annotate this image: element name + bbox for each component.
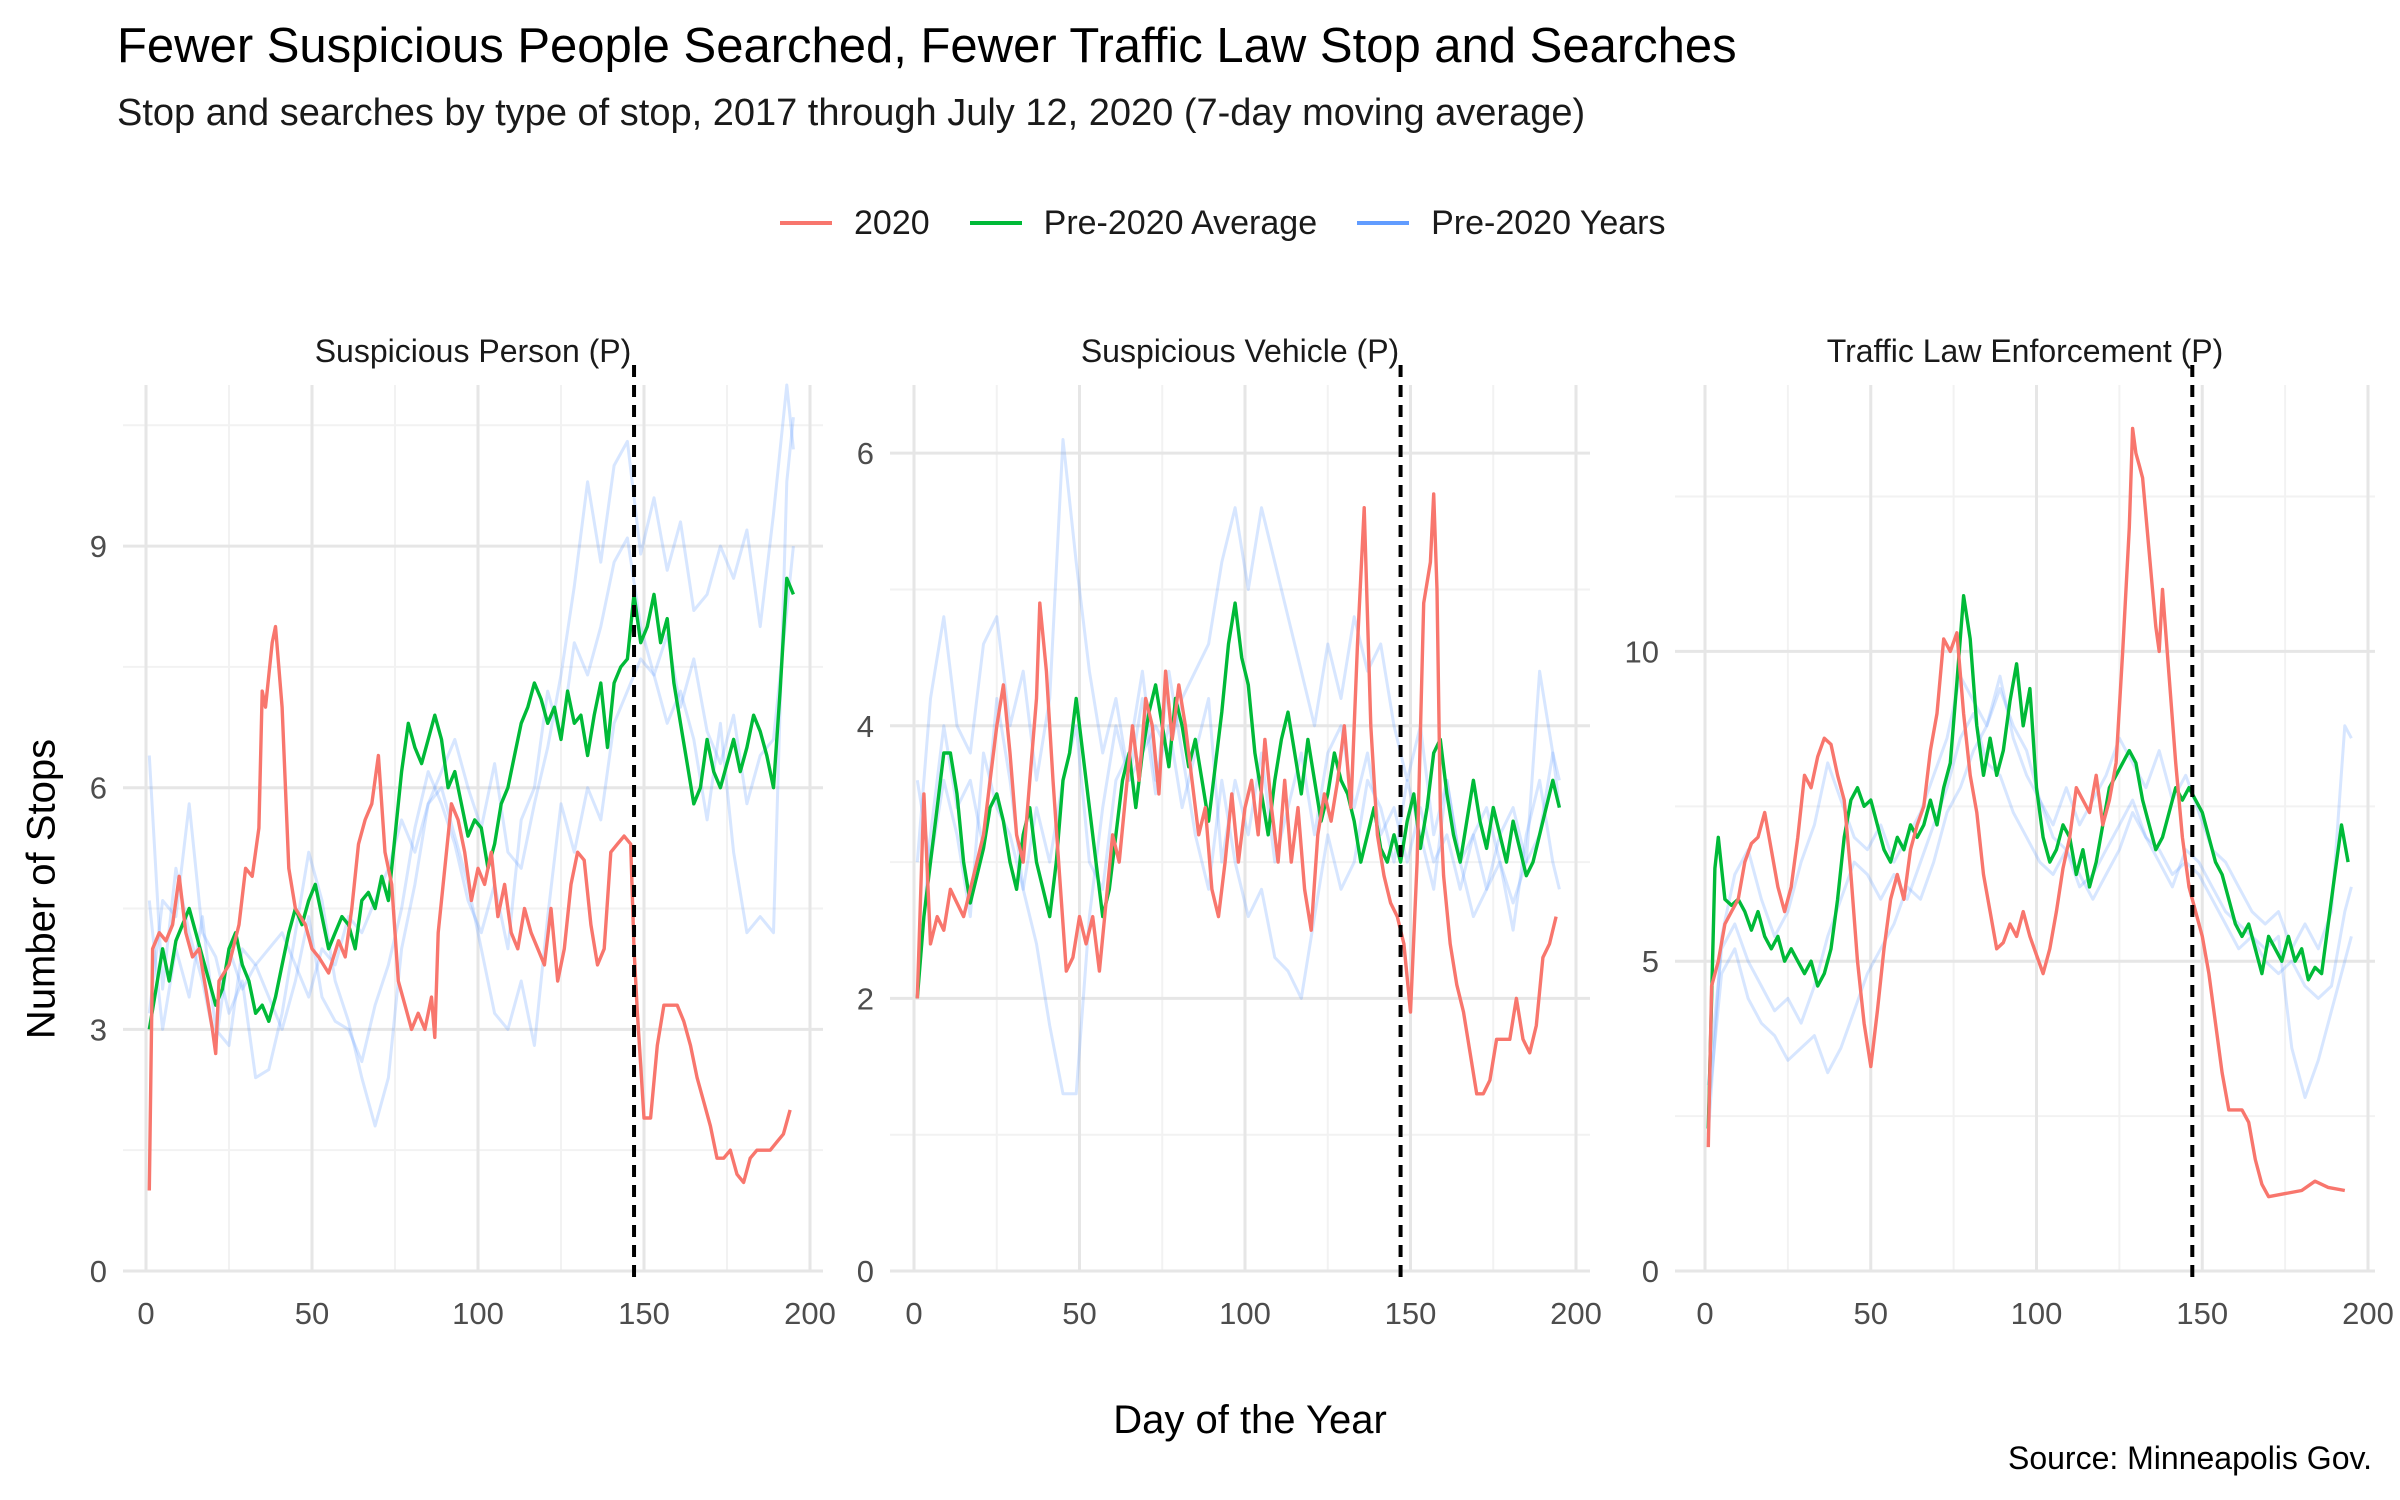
series-line-2020 [1706, 426, 2346, 1199]
series-line-pre-2020-years [1706, 711, 2353, 1099]
facet-panel-3: Traffic Law Enforcement (P) 0 50 100 150 200 0… [1625, 333, 2394, 1331]
legend-label-2020: 2020 [854, 203, 930, 242]
y-tick-label: 3 [90, 1012, 107, 1047]
y-tick-label: 0 [90, 1254, 107, 1289]
series-line-pre-2020-years [147, 536, 795, 1064]
series-line-pre-2020-average [1706, 594, 2350, 1129]
y-tick-label: 4 [857, 709, 874, 744]
chart-title: Fewer Suspicious People Searched, Fewer … [117, 19, 1737, 73]
facet-panel-1: Suspicious Person (P) 0 50 100 150 200 0 3 6 9 [90, 333, 836, 1331]
legend-swatch-2020 [780, 221, 832, 225]
x-tick-label: 0 [137, 1296, 154, 1331]
x-tick-label: 50 [1854, 1296, 1888, 1331]
x-tick-label: 50 [1062, 1296, 1096, 1331]
legend-label-pre-2020-years: Pre-2020 Years [1431, 203, 1666, 242]
legend-swatch-pre-2020-years [1357, 221, 1410, 225]
legend-item-2020: 2020 [780, 204, 930, 243]
x-tick-label: 0 [905, 1296, 922, 1331]
y-tick-label: 0 [857, 1254, 874, 1289]
x-tick-label: 200 [2342, 1296, 2394, 1331]
x-tick-label: 200 [1550, 1296, 1602, 1331]
series-line-pre-2020-years [915, 669, 1561, 919]
x-tick-label: 200 [784, 1296, 836, 1331]
x-tick-label: 100 [1219, 1296, 1271, 1331]
facet-title: Suspicious Person (P) [315, 333, 632, 369]
y-tick-label: 0 [1642, 1254, 1659, 1289]
series-line-2020 [147, 624, 792, 1191]
chart-subtitle: Stop and searches by type of stop, 2017 … [117, 92, 1586, 134]
x-axis-label: Day of the Year [1113, 1398, 1387, 1442]
x-tick-label: 100 [2011, 1296, 2063, 1331]
x-tick-label: 0 [1696, 1296, 1713, 1331]
legend-item-pre-2020-average: Pre-2020 Average [969, 203, 1318, 243]
y-tick-label: 9 [90, 529, 107, 564]
legend-item-pre-2020-years: Pre-2020 Years [1357, 203, 1666, 243]
legend-label-pre-2020-average: Pre-2020 Average [1043, 203, 1318, 242]
y-tick-label: 6 [90, 771, 107, 806]
x-tick-label: 150 [1385, 1296, 1437, 1331]
x-tick-label: 150 [618, 1296, 670, 1331]
facet-title: Suspicious Vehicle (P) [1081, 333, 1399, 369]
x-tick-label: 50 [295, 1296, 329, 1331]
x-tick-label: 150 [2176, 1296, 2228, 1331]
series-line-2020 [915, 492, 1558, 1096]
y-axis-label: Number of Stops [19, 738, 64, 1040]
source-caption: Source: Minneapolis Gov. [2007, 1440, 2372, 1476]
series-line-pre-2020-years [1706, 674, 2353, 1135]
y-tick-label: 6 [857, 436, 874, 471]
x-tick-label: 100 [452, 1296, 504, 1331]
facet-title: Traffic Law Enforcement (P) [1827, 333, 2224, 369]
y-tick-label: 5 [1642, 944, 1659, 979]
series-line-pre-2020-years [147, 383, 795, 1128]
legend: 2020 Pre-2020 Average Pre-2020 Years [780, 198, 1706, 248]
legend-swatch-pre-2020-average [969, 221, 1022, 225]
y-tick-label: 10 [1625, 634, 1659, 669]
series-line-pre-2020-average [147, 576, 795, 1030]
series-line-pre-2020-years [147, 417, 795, 1047]
facet-panel-2: Suspicious Vehicle (P) 0 50 100 150 200 0 2 4 6 [857, 333, 1602, 1331]
series-line-pre-2020-years [1706, 687, 2353, 1111]
y-tick-label: 2 [857, 981, 874, 1016]
